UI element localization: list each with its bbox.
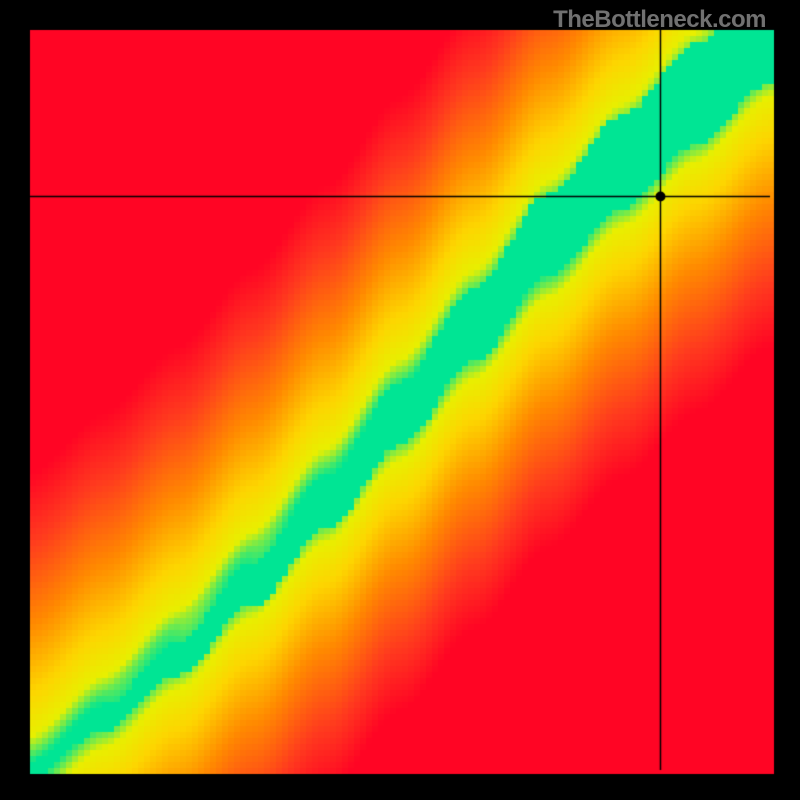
bottleneck-heatmap [0,0,800,800]
chart-container: TheBottleneck.com [0,0,800,800]
watermark-text: TheBottleneck.com [553,6,766,34]
